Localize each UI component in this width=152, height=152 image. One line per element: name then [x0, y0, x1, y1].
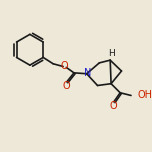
Text: N: N: [84, 68, 91, 78]
Text: O: O: [109, 101, 117, 111]
Text: H: H: [108, 49, 114, 58]
Text: OH: OH: [137, 90, 152, 100]
Text: O: O: [60, 62, 68, 71]
Text: O: O: [62, 81, 70, 90]
